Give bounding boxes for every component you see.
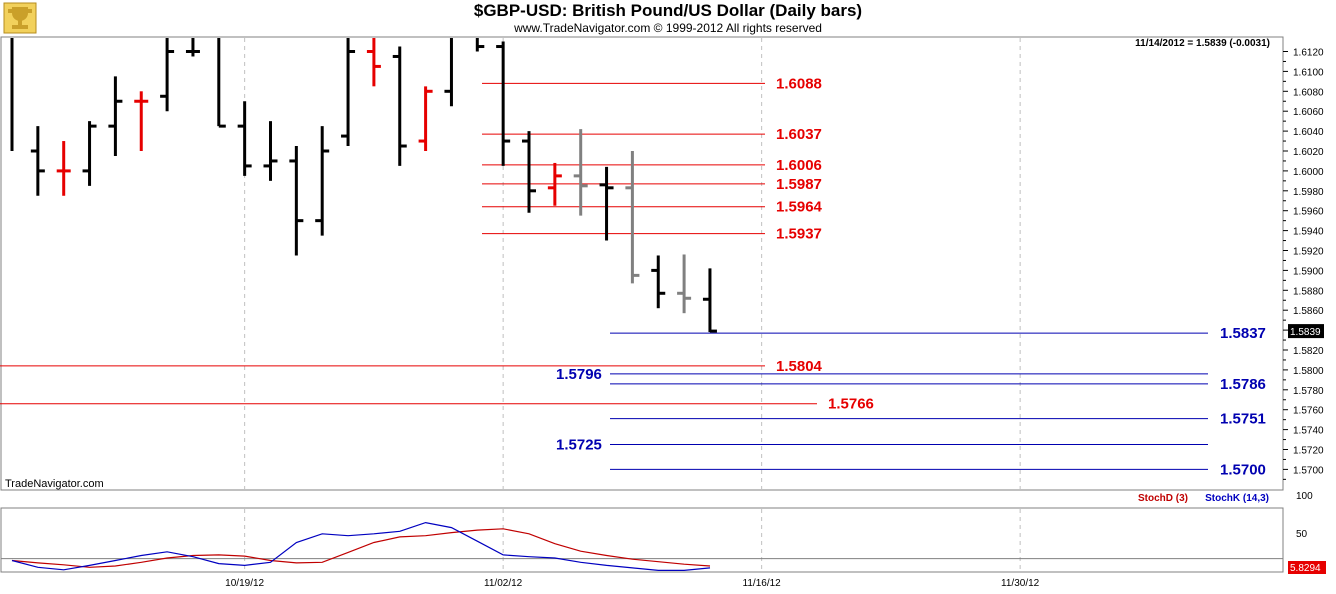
- price-tick-label: 1.6120: [1293, 48, 1324, 59]
- level-label: 1.5751: [1220, 411, 1266, 428]
- ohlc-bar: [185, 38, 200, 57]
- price-tick-label: 1.5800: [1293, 366, 1324, 377]
- ohlc-bar: [160, 38, 175, 112]
- ohlc-bar: [444, 38, 453, 107]
- price-tick-label: 1.5960: [1293, 207, 1324, 218]
- level-label: 1.6088: [776, 75, 822, 92]
- level-label: 1.5786: [1220, 376, 1266, 393]
- ohlc-bars: [10, 38, 717, 333]
- price-readout: 11/14/2012 = 1.5839 (-0.0031): [1135, 38, 1270, 49]
- level-label: 1.5804: [776, 358, 823, 375]
- price-tick-label: 1.5900: [1293, 266, 1324, 277]
- ohlc-bar: [573, 129, 588, 216]
- price-tick-label: 1.6060: [1293, 107, 1324, 118]
- last-price-label: 1.5839: [1290, 327, 1321, 338]
- price-tick-label: 1.5820: [1293, 346, 1324, 357]
- stoch-last-box: [1288, 561, 1326, 574]
- ohlc-bar: [217, 38, 226, 128]
- ohlc-bar: [599, 166, 614, 241]
- stoch-tick-label: 100: [1296, 491, 1313, 502]
- ohlc-bar: [82, 121, 97, 186]
- date-tick-label: 11/16/12: [743, 578, 782, 589]
- price-levels: 1.6088 1.6037 1.6006 1.5987 1.5964 1.5937 1.58…: [0, 75, 1266, 478]
- ohlc-bar: [677, 254, 692, 314]
- date-tick-label: 10/19/12: [225, 578, 264, 589]
- watermark-text: TradeNavigator.com: [5, 478, 104, 490]
- ohlc-bar: [134, 91, 149, 151]
- ohlc-bar: [56, 141, 71, 196]
- ohlc-bar: [315, 126, 330, 236]
- price-tick-label: 1.5780: [1293, 386, 1324, 397]
- ohlc-bar: [237, 101, 252, 176]
- stochastic-indicator: 100 50 5.8294: [1, 491, 1326, 574]
- level-label: 1.5766: [828, 396, 874, 413]
- ohlc-bar: [366, 38, 381, 87]
- price-tick-label: 1.5740: [1293, 426, 1324, 437]
- price-tick-label: 1.6040: [1293, 127, 1324, 138]
- ohlc-bar: [392, 46, 407, 166]
- stochastic-panel-frame: [0, 507, 1284, 573]
- ohlc-bar: [30, 126, 45, 196]
- chart-title: $GBP-USD: British Pound/US Dollar (Daily…: [473, 1, 863, 20]
- ohlc-bar: [651, 255, 666, 309]
- level-label: 1.5987: [776, 176, 822, 193]
- date-tick-label: 11/02/12: [484, 578, 523, 589]
- price-tick-label: 1.6080: [1293, 87, 1324, 98]
- stoch-tick-label: 50: [1296, 529, 1308, 540]
- date-axis: 10/19/12 11/02/12 11/16/12 11/30/12: [225, 578, 1039, 589]
- stoch-series-line: [11, 528, 711, 568]
- price-tick-label: 1.6020: [1293, 147, 1324, 158]
- ohlc-bar: [625, 151, 640, 284]
- legend-stochk: StochK (14,3): [1205, 493, 1269, 504]
- ohlc-bar: [108, 76, 123, 156]
- level-label: 1.5700: [1220, 461, 1266, 478]
- ohlc-bar: [702, 268, 717, 333]
- level-label: 1.5725: [556, 437, 602, 454]
- legend-stochd: StochD (3): [1138, 493, 1188, 504]
- last-price-box: [1288, 324, 1324, 339]
- level-label: 1.5964: [776, 199, 823, 216]
- price-tick-label: 1.5940: [1293, 227, 1324, 238]
- date-tick-label: 11/30/12: [1001, 578, 1040, 589]
- level-label: 1.6037: [776, 126, 822, 143]
- price-tick-label: 1.5720: [1293, 446, 1324, 457]
- price-axis: 1.6120 1.6100 1.6080 1.6060 1.6040 1.6020 1.60…: [1283, 48, 1324, 480]
- ohlc-bar: [547, 162, 562, 206]
- ohlc-bar: [475, 38, 485, 52]
- ohlc-bar: [289, 146, 304, 256]
- trophy-logo-icon: [3, 2, 37, 34]
- chart-header: $GBP-USD: British Pound/US Dollar (Daily…: [0, 0, 1336, 36]
- price-tick-label: 1.5860: [1293, 306, 1324, 317]
- price-panel-frame: [0, 36, 1284, 491]
- price-tick-label: 1.5760: [1293, 406, 1324, 417]
- price-tick-label: 1.5980: [1293, 187, 1324, 198]
- level-label: 1.5937: [776, 226, 822, 243]
- ohlc-bar: [418, 86, 433, 151]
- level-label: 1.5837: [1220, 325, 1266, 342]
- stoch-last-label: 5.8294: [1290, 563, 1321, 574]
- price-tick-label: 1.5700: [1293, 465, 1324, 476]
- level-label: 1.6006: [776, 157, 822, 174]
- copyright-text: www.TradeNavigator.com © 1999-2012 All r…: [514, 21, 822, 35]
- price-tick-label: 1.5920: [1293, 247, 1324, 258]
- price-tick-label: 1.6100: [1293, 67, 1324, 78]
- ohlc-bar: [522, 131, 536, 213]
- ohlc-bar: [263, 121, 278, 181]
- price-tick-label: 1.5880: [1293, 286, 1324, 297]
- level-label: 1.5796: [556, 366, 602, 383]
- ohlc-bar: [341, 38, 356, 147]
- price-tick-label: 1.6000: [1293, 167, 1324, 178]
- ohlc-bar: [496, 41, 511, 166]
- stoch-series-line: [11, 521, 711, 572]
